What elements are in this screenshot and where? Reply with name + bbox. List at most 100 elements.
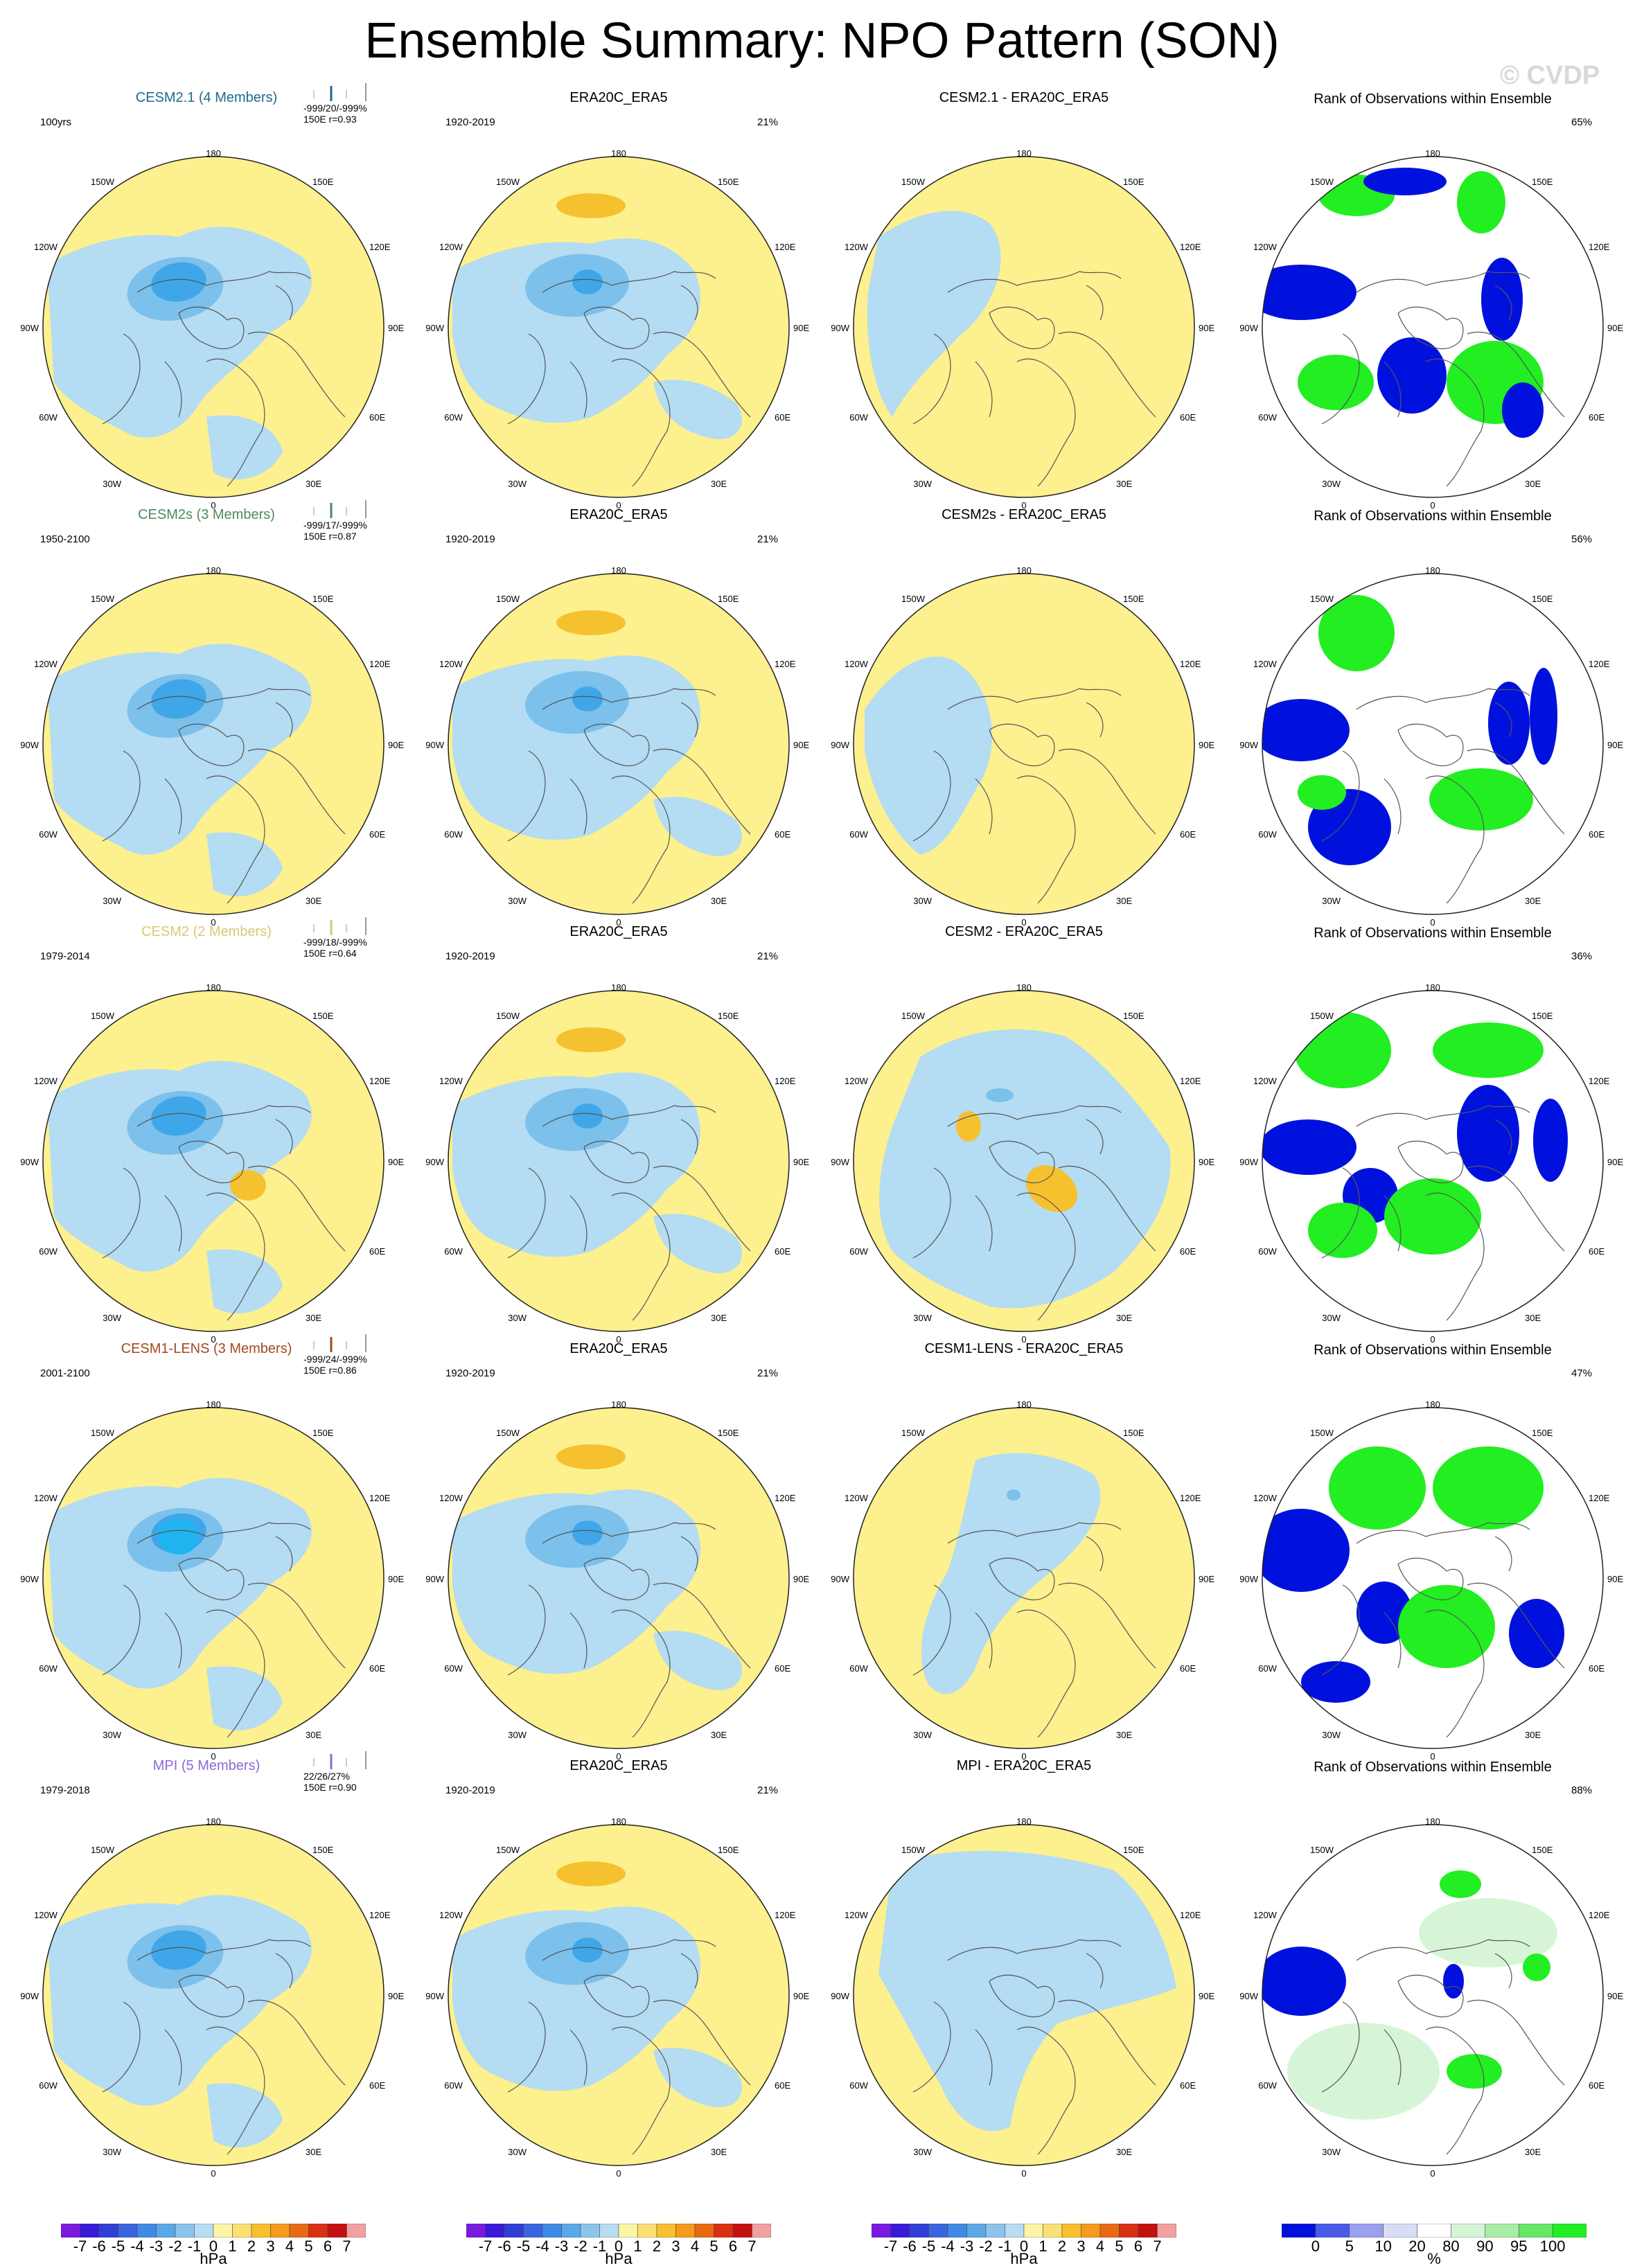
lon-label-bl: 30W [1322,479,1341,490]
stats-line-1: 22/26/27% [303,1771,350,1782]
lon-label-br: 30E [1525,2147,1541,2158]
obs-pct: 21% [757,1367,779,1379]
colorbar-tick-label: 3 [266,2238,275,2255]
lon-label-ll: 60W [849,1663,868,1674]
lon-label-top: 180 [611,565,626,576]
lon-label-ur: 150E [718,176,739,187]
lon-label-ul: 150W [91,176,114,187]
lon-label-ll: 60W [1258,1663,1277,1674]
colorbar-swatch [289,2223,309,2238]
lon-label-mr: 120E [775,659,796,669]
lon-label-ul: 150W [91,1844,114,1855]
lon-label-r: 90E [793,1991,810,2001]
colorbar-swatch [871,2223,891,2238]
lon-label-top: 180 [1016,982,1032,993]
colorbar-tick-label: -5 [516,2238,531,2255]
lon-label-ml: 120W [1253,1493,1277,1503]
lon-label-ur: 150E [1123,1844,1144,1855]
lon-label-bottom: 0 [616,500,621,511]
lon-label-ur: 150E [1123,593,1144,604]
lon-label-top: 180 [1016,148,1032,159]
lon-label-mr: 120E [1589,242,1610,252]
lon-label-ur: 150E [1123,1010,1144,1021]
lon-label-ur: 150E [718,1010,739,1021]
lon-label-ll: 60W [1258,412,1277,423]
lon-label-bl: 30W [103,1313,121,1324]
lon-label-bl: 30W [103,479,121,490]
colorbar-swatch [1099,2223,1120,2238]
diff-title: CESM2s - ERA20C_ERA5 [942,507,1106,522]
lon-label-ul: 150W [91,1427,114,1438]
lon-label-top: 180 [206,982,221,993]
lon-label-ml: 120W [33,659,58,669]
page-title: Ensemble Summary: NPO Pattern (SON) [364,13,1280,69]
lon-label-ur: 150E [718,1427,739,1438]
obs-title: ERA20C_ERA5 [569,507,668,522]
lon-label-br: 30E [1116,896,1133,907]
colorbar-tick-label: 100 [1539,2238,1566,2255]
colorbar-tick-label: 1 [1038,2238,1048,2255]
lon-label-ur: 150E [1532,176,1553,187]
lon-label-ml: 120W [844,1910,868,1920]
lon-label-l: 90W [1239,740,1258,750]
obs-pct: 21% [757,116,779,128]
rank-title: Rank of Observations within Ensemble [1314,1760,1552,1775]
lon-label-lr: 60E [1180,1663,1196,1674]
model-pattern-map [42,156,385,498]
colorbar-swatch [890,2223,910,2238]
colorbar-tick-label: -2 [574,2238,587,2255]
obs-pattern-map [448,1824,790,2166]
obs-title: ERA20C_ERA5 [569,924,668,939]
lon-label-br: 30E [306,896,322,907]
obs-pct: 21% [757,533,779,545]
colorbar-swatch [194,2223,214,2238]
lon-label-ur: 150E [1532,1844,1553,1855]
difference-map [853,1407,1195,1749]
colorbar-unit: hPa [1010,2250,1038,2267]
lon-label-r: 90E [1199,740,1215,750]
colorbar-swatch [966,2223,987,2238]
lon-label-bottom: 0 [1430,1751,1435,1762]
model-period: 2001-2100 [40,1367,90,1379]
lon-label-ml: 120W [33,1493,58,1503]
lon-label-ml: 120W [844,1493,868,1503]
lon-label-ll: 60W [1258,829,1277,840]
credit-watermark: © CVDP [1500,61,1600,90]
lon-label-ur: 150E [312,1010,334,1021]
colorbar-rank: 0 5 10 20 80 90 95 100% [1281,2223,1587,2267]
lon-label-r: 90E [388,1991,405,2001]
colorbar-tick-label: 0 [1311,2238,1320,2255]
lon-label-top: 180 [206,565,221,576]
lon-label-br: 30E [1116,1313,1133,1324]
lon-label-ur: 150E [1123,176,1144,187]
lon-label-mr: 120E [775,1493,796,1503]
lon-label-l: 90W [831,1157,849,1167]
colorbar-tick-label: 2 [652,2238,662,2255]
stats-line-2: 150E r=0.93 [303,114,357,125]
lon-label-r: 90E [793,1574,810,1584]
lon-label-lr: 60E [1180,1246,1196,1257]
colorbar-tick-label: 7 [748,2238,757,2255]
lon-label-mr: 120E [1180,242,1201,252]
lon-label-lr: 60E [775,2080,791,2091]
lon-label-ul: 150W [496,593,520,604]
lon-label-r: 90E [1199,1157,1215,1167]
lon-label-l: 90W [1239,1991,1258,2001]
colorbar-tick-label: -5 [111,2238,125,2255]
lon-label-bl: 30W [103,2147,121,2158]
lon-label-ul: 150W [496,1010,520,1021]
lon-label-mr: 120E [369,659,391,669]
colorbar-tick-label: -6 [497,2238,511,2255]
model-title: MPI (5 Members) [152,1758,260,1773]
lon-label-bottom: 0 [1021,500,1027,511]
colorbar-tick-label: 7 [342,2238,351,2255]
rank-map [1262,1407,1604,1749]
lon-label-l: 90W [425,1574,444,1584]
stats-line-1: -999/24/-999% [303,1354,367,1365]
stats-line-1: -999/18/-999% [303,937,367,948]
lon-label-bottom: 0 [1430,917,1435,928]
lon-label-ml: 120W [844,242,868,252]
lon-label-r: 90E [388,740,405,750]
rank-map [1262,573,1604,915]
difference-map [853,156,1195,498]
